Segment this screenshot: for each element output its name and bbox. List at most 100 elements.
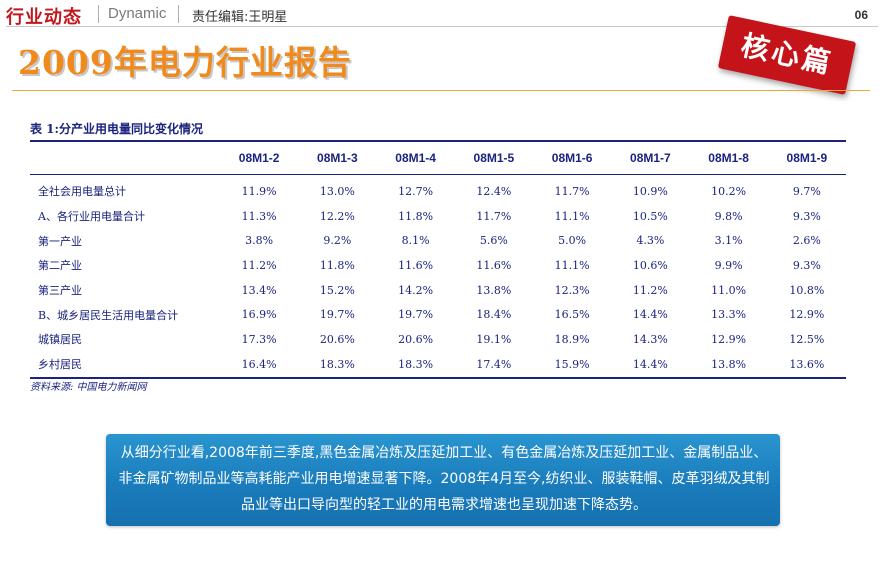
column-header-label bbox=[30, 140, 220, 175]
table-cell: 11.9% bbox=[241, 184, 277, 198]
row-label: 城镇居民 bbox=[38, 333, 82, 347]
table-cell: 2.6% bbox=[792, 234, 821, 248]
table-cell: 5.0% bbox=[558, 234, 587, 248]
table-cell: 10.9% bbox=[632, 184, 668, 198]
table-cell: 11.6% bbox=[398, 258, 434, 272]
table-row: A、各行业用电量合计 11.3% 12.2% 11.8% 11.7% 11.1%… bbox=[30, 204, 846, 229]
table-cell: 9.3% bbox=[792, 258, 821, 272]
table-cell: 14.3% bbox=[632, 332, 668, 346]
report-title: 2009年电力行业报告 bbox=[18, 43, 352, 82]
header-divider bbox=[178, 5, 179, 23]
table-row: 全社会用电量总计 11.9% 13.0% 12.7% 12.4% 11.7% 1… bbox=[30, 175, 846, 204]
table-cell: 9.2% bbox=[323, 234, 352, 248]
table-cell: 18.3% bbox=[376, 351, 455, 379]
section-tag-english: Dynamic bbox=[108, 5, 167, 22]
table-cell: 13.3% bbox=[711, 308, 747, 322]
electricity-growth-table: 08M1-2 08M1-3 08M1-4 08M1-5 08M1-6 08M1-… bbox=[30, 140, 846, 379]
table-cell: 19.7% bbox=[398, 308, 434, 322]
table-cell: 19.1% bbox=[476, 332, 512, 346]
table-cell: 8.1% bbox=[401, 234, 430, 248]
header-rule bbox=[6, 26, 878, 27]
table-cell: 13.6% bbox=[767, 351, 846, 379]
table-cell: 14.4% bbox=[611, 351, 690, 379]
table-cell: 12.4% bbox=[476, 184, 512, 198]
table-cell: 11.1% bbox=[554, 209, 590, 223]
column-header: 08M1-8 bbox=[689, 140, 768, 175]
table-cell: 16.4% bbox=[220, 351, 299, 379]
table-cell: 9.8% bbox=[714, 209, 743, 223]
table-cell: 13.0% bbox=[319, 184, 355, 198]
table-cell: 9.9% bbox=[714, 258, 743, 272]
table-cell: 11.1% bbox=[554, 258, 590, 272]
table-cell: 12.3% bbox=[554, 283, 590, 297]
table-cell: 13.4% bbox=[241, 283, 277, 297]
row-label: B、城乡居民生活用电量合计 bbox=[38, 308, 179, 322]
table-cell: 10.8% bbox=[789, 283, 825, 297]
table-cell: 19.7% bbox=[319, 308, 355, 322]
table-cell: 11.6% bbox=[476, 258, 512, 272]
table-cell: 9.3% bbox=[792, 209, 821, 223]
table-cell: 12.9% bbox=[711, 332, 747, 346]
row-label: 第一产业 bbox=[38, 234, 82, 248]
table-cell: 9.7% bbox=[792, 184, 821, 198]
table-cell: 11.8% bbox=[319, 258, 355, 272]
column-header: 08M1-9 bbox=[767, 140, 846, 175]
table-row: 第一产业 3.8% 9.2% 8.1% 5.6% 5.0% 4.3% 3.1% … bbox=[30, 228, 846, 253]
table-header-row: 08M1-2 08M1-3 08M1-4 08M1-5 08M1-6 08M1-… bbox=[30, 140, 846, 175]
table-cell: 3.1% bbox=[714, 234, 743, 248]
table-source: 资料来源: 中国电力新闻网 bbox=[30, 382, 147, 393]
table-cell: 17.4% bbox=[454, 351, 533, 379]
table-cell: 14.4% bbox=[632, 308, 668, 322]
table-cell: 15.9% bbox=[533, 351, 612, 379]
table-cell: 11.3% bbox=[241, 209, 277, 223]
column-header: 08M1-4 bbox=[376, 140, 455, 175]
editor-credit: 责任编辑:王明星 bbox=[192, 10, 288, 25]
table-cell: 10.2% bbox=[711, 184, 747, 198]
table-row: B、城乡居民生活用电量合计 16.9% 19.7% 19.7% 18.4% 16… bbox=[30, 302, 846, 327]
table-cell: 17.3% bbox=[241, 332, 277, 346]
table-cell: 11.0% bbox=[711, 283, 747, 297]
table-cell: 16.5% bbox=[554, 308, 590, 322]
title-rule bbox=[12, 90, 870, 91]
row-label: A、各行业用电量合计 bbox=[38, 210, 145, 224]
table-cell: 18.3% bbox=[298, 351, 377, 379]
table-cell: 12.5% bbox=[789, 332, 825, 346]
row-label: 乡村居民 bbox=[30, 351, 220, 379]
column-header: 08M1-5 bbox=[454, 140, 533, 175]
analysis-note-text: 从细分行业看,2008年前三季度,黑色金属冶炼及压延加工业、有色金属冶炼及压延加… bbox=[118, 445, 770, 513]
column-header: 08M1-2 bbox=[220, 140, 299, 175]
row-label: 第二产业 bbox=[38, 259, 82, 273]
table-cell: 5.6% bbox=[479, 234, 508, 248]
table-cell: 10.5% bbox=[632, 209, 668, 223]
table-cell: 18.9% bbox=[554, 332, 590, 346]
table-cell: 12.2% bbox=[319, 209, 355, 223]
table-cell: 10.6% bbox=[632, 258, 668, 272]
table-caption: 表 1:分产业用电量同比变化情况 bbox=[30, 122, 203, 136]
table-cell: 13.8% bbox=[689, 351, 768, 379]
table-cell: 3.8% bbox=[245, 234, 274, 248]
table-cell: 18.4% bbox=[476, 308, 512, 322]
table-cell: 20.6% bbox=[319, 332, 355, 346]
table-cell: 11.8% bbox=[398, 209, 434, 223]
column-header: 08M1-7 bbox=[611, 140, 690, 175]
column-header: 08M1-6 bbox=[533, 140, 612, 175]
table-row: 第二产业 11.2% 11.8% 11.6% 11.6% 11.1% 10.6%… bbox=[30, 253, 846, 278]
table-row: 城镇居民 17.3% 20.6% 20.6% 19.1% 18.9% 14.3%… bbox=[30, 327, 846, 352]
table-cell: 12.7% bbox=[398, 184, 434, 198]
analysis-note-box: 从细分行业看,2008年前三季度,黑色金属冶炼及压延加工业、有色金属冶炼及压延加… bbox=[106, 434, 780, 526]
page-header: 行业动态 Dynamic 责任编辑:王明星 06 bbox=[0, 0, 888, 30]
table-cell: 15.2% bbox=[319, 283, 355, 297]
section-tag: 行业动态 bbox=[6, 7, 82, 28]
row-label: 全社会用电量总计 bbox=[38, 185, 126, 199]
table-cell: 4.3% bbox=[636, 234, 665, 248]
table-row: 第三产业 13.4% 15.2% 14.2% 13.8% 12.3% 11.2%… bbox=[30, 278, 846, 303]
table-cell: 11.7% bbox=[554, 184, 590, 198]
table-cell: 20.6% bbox=[398, 332, 434, 346]
table-cell: 11.7% bbox=[476, 209, 512, 223]
table-cell: 11.2% bbox=[241, 258, 277, 272]
table-row: 乡村居民 16.4% 18.3% 18.3% 17.4% 15.9% 14.4%… bbox=[30, 351, 846, 379]
table-cell: 14.2% bbox=[398, 283, 434, 297]
table-cell: 11.2% bbox=[632, 283, 668, 297]
row-label: 第三产业 bbox=[38, 284, 82, 298]
table-cell: 16.9% bbox=[241, 308, 277, 322]
